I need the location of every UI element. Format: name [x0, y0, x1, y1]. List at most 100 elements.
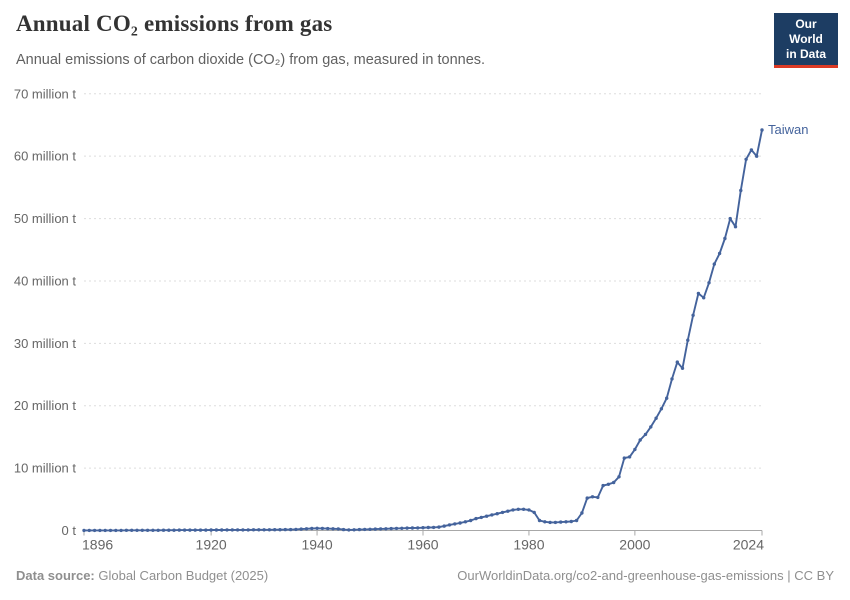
data-point [453, 522, 457, 526]
data-point [601, 483, 605, 488]
data-point [124, 528, 129, 532]
data-point [294, 527, 298, 532]
data-point [373, 527, 377, 531]
data-point [225, 528, 229, 532]
emissions-line[interactable] [83, 129, 763, 532]
footer-right: OurWorldinData.org/co2-and-greenhouse-ga… [457, 568, 834, 583]
data-point [717, 251, 722, 256]
data-point [352, 528, 356, 532]
data-point [98, 528, 102, 533]
data-point [235, 528, 240, 532]
data-point [712, 262, 716, 266]
data-point [675, 360, 679, 364]
data-point [585, 496, 589, 500]
data-point [214, 528, 219, 532]
data-point [246, 528, 250, 532]
data-point [299, 527, 303, 531]
data-point [680, 366, 685, 370]
owid-url-link[interactable]: OurWorldinData.org/co2-and-greenhouse-ga… [457, 568, 784, 583]
data-point [479, 515, 483, 520]
data-point [416, 526, 420, 530]
data-point [405, 526, 409, 530]
data-point [495, 512, 499, 516]
data-point [304, 527, 309, 531]
data-point [251, 528, 256, 532]
x-tick-label: 2000 [619, 537, 650, 553]
data-point [167, 528, 171, 532]
data-point [188, 528, 192, 532]
data-point [500, 510, 505, 515]
data-point [654, 416, 658, 420]
data-point-markers [82, 128, 764, 533]
data-point [114, 528, 118, 533]
data-point [532, 510, 536, 515]
data-point [511, 508, 515, 512]
data-point [569, 519, 573, 524]
data-point [606, 482, 611, 486]
x-tick-label: 1896 [82, 537, 113, 553]
data-point [665, 396, 669, 400]
data-point [484, 514, 489, 518]
data-point [622, 456, 626, 460]
x-tick-label: 1980 [513, 537, 544, 553]
data-point [574, 518, 579, 523]
data-point [378, 527, 383, 531]
data-point [553, 520, 558, 525]
data-point [458, 521, 462, 525]
data-point [103, 528, 107, 533]
data-point [670, 377, 674, 381]
y-tick-label: 30 million t [14, 336, 77, 351]
x-tick-label: 1960 [407, 537, 438, 553]
data-point [728, 216, 732, 221]
owid-logo-line2: in Data [785, 47, 826, 61]
data-point [559, 520, 563, 524]
data-point [331, 527, 335, 531]
x-tick-label: 2024 [733, 537, 764, 553]
data-point [400, 526, 404, 530]
data-point [755, 154, 759, 158]
data-point [612, 480, 616, 485]
data-point [341, 527, 346, 532]
data-point [357, 527, 362, 532]
owid-logo[interactable]: Our World in Data [774, 13, 838, 68]
y-tick-label: 0 t [62, 523, 77, 538]
data-point [368, 527, 372, 531]
data-point [198, 528, 203, 532]
data-point [151, 528, 155, 532]
data-point [702, 296, 706, 300]
data-point [506, 509, 510, 513]
data-source: Data source: Global Carbon Budget (2025) [16, 568, 268, 583]
data-point [172, 528, 176, 532]
data-point [220, 528, 224, 532]
data-point [135, 528, 139, 532]
data-source-label: Data source: [16, 568, 95, 583]
data-point [739, 188, 743, 193]
data-point [193, 528, 197, 532]
data-point [182, 528, 187, 532]
data-point [384, 527, 388, 531]
data-point [278, 528, 282, 532]
data-point [421, 526, 425, 530]
data-point [691, 313, 695, 317]
data-point [649, 425, 653, 429]
data-point [733, 225, 738, 229]
data-point [394, 526, 399, 531]
series-label-taiwan[interactable]: Taiwan [768, 122, 808, 137]
data-point [521, 507, 526, 511]
page-title: Annual CO₂ emissions from gas [16, 11, 333, 36]
data-point [426, 525, 430, 530]
data-point [230, 528, 234, 532]
data-point [590, 495, 595, 499]
data-point [564, 520, 568, 524]
y-tick-label: 10 million t [14, 461, 77, 476]
data-point [749, 148, 754, 152]
data-point [617, 475, 621, 479]
owid-logo-line1: Our World [789, 17, 823, 46]
data-source-value: Global Carbon Budget (2025) [94, 568, 269, 583]
data-point [723, 236, 727, 241]
data-point [310, 526, 314, 531]
data-point [156, 528, 160, 532]
data-point [140, 528, 144, 532]
x-tick-label: 1940 [301, 537, 332, 553]
